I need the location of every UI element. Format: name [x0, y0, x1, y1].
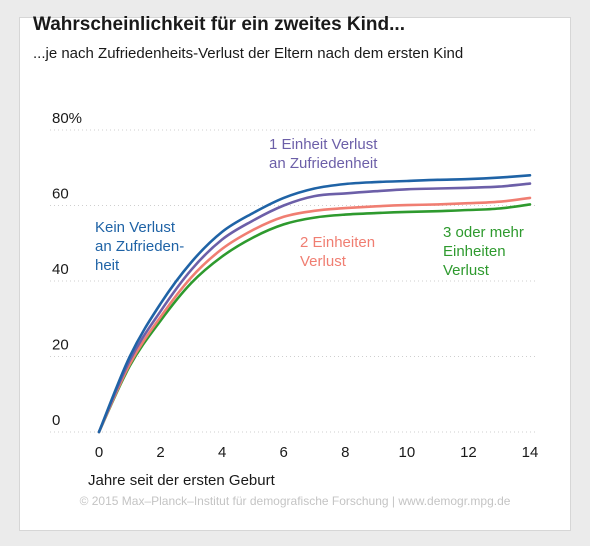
- y-tick-label: 80%: [52, 110, 82, 127]
- series-line-zwei-einheiten-verlust: [97, 196, 532, 434]
- y-axis-ticks: 0 20 40 60 80%: [52, 110, 82, 429]
- series-label-zwei-einheiten-verlust: 2 Einheiten Verlust: [300, 234, 375, 270]
- series-labels: Kein Verlust an Zufrieden-heit 1 Einheit V…: [95, 136, 524, 279]
- series-line-kein-verlust: [97, 174, 532, 434]
- series-line-ein-einheit-verlust: [97, 182, 532, 434]
- x-axis-ticks: 0 2 4 6 8 10 12 14: [95, 444, 539, 461]
- y-tick-label: 20: [52, 337, 69, 354]
- series-label-ein-einheit-verlust: 1 Einheit Verlust an Zufriedenheit: [269, 136, 378, 172]
- y-tick-label: 60: [52, 186, 69, 203]
- x-tick-label: 4: [218, 444, 226, 461]
- series-lines: [97, 174, 532, 434]
- chart-card: [19, 17, 571, 531]
- x-tick-label: 10: [399, 444, 416, 461]
- y-tick-label: 40: [52, 261, 69, 278]
- chart-title: Wahrscheinlichkeit für ein zweites Kind.…: [33, 14, 405, 35]
- grid-lines: [50, 129, 535, 433]
- x-tick-label: 12: [460, 444, 477, 461]
- x-tick-label: 0: [95, 444, 103, 461]
- x-tick-label: 14: [522, 444, 539, 461]
- chart-subtitle: ...je nach Zufriedenheits-Verlust der El…: [33, 45, 464, 62]
- y-tick-label: 0: [52, 412, 60, 429]
- x-tick-label: 8: [341, 444, 349, 461]
- series-line-drei-einheiten-verlust: [97, 203, 532, 434]
- footer-credit: © 2015 Max–Planck–Institut für demografi…: [79, 494, 511, 508]
- x-tick-label: 2: [156, 444, 164, 461]
- series-label-drei-einheiten-verlust: 3 oder mehr Einheiten Verlust: [443, 224, 524, 279]
- x-tick-label: 6: [280, 444, 288, 461]
- x-axis-label: Jahre seit der ersten Geburt: [88, 472, 276, 489]
- series-label-kein-verlust: Kein Verlust an Zufrieden-heit: [95, 219, 184, 274]
